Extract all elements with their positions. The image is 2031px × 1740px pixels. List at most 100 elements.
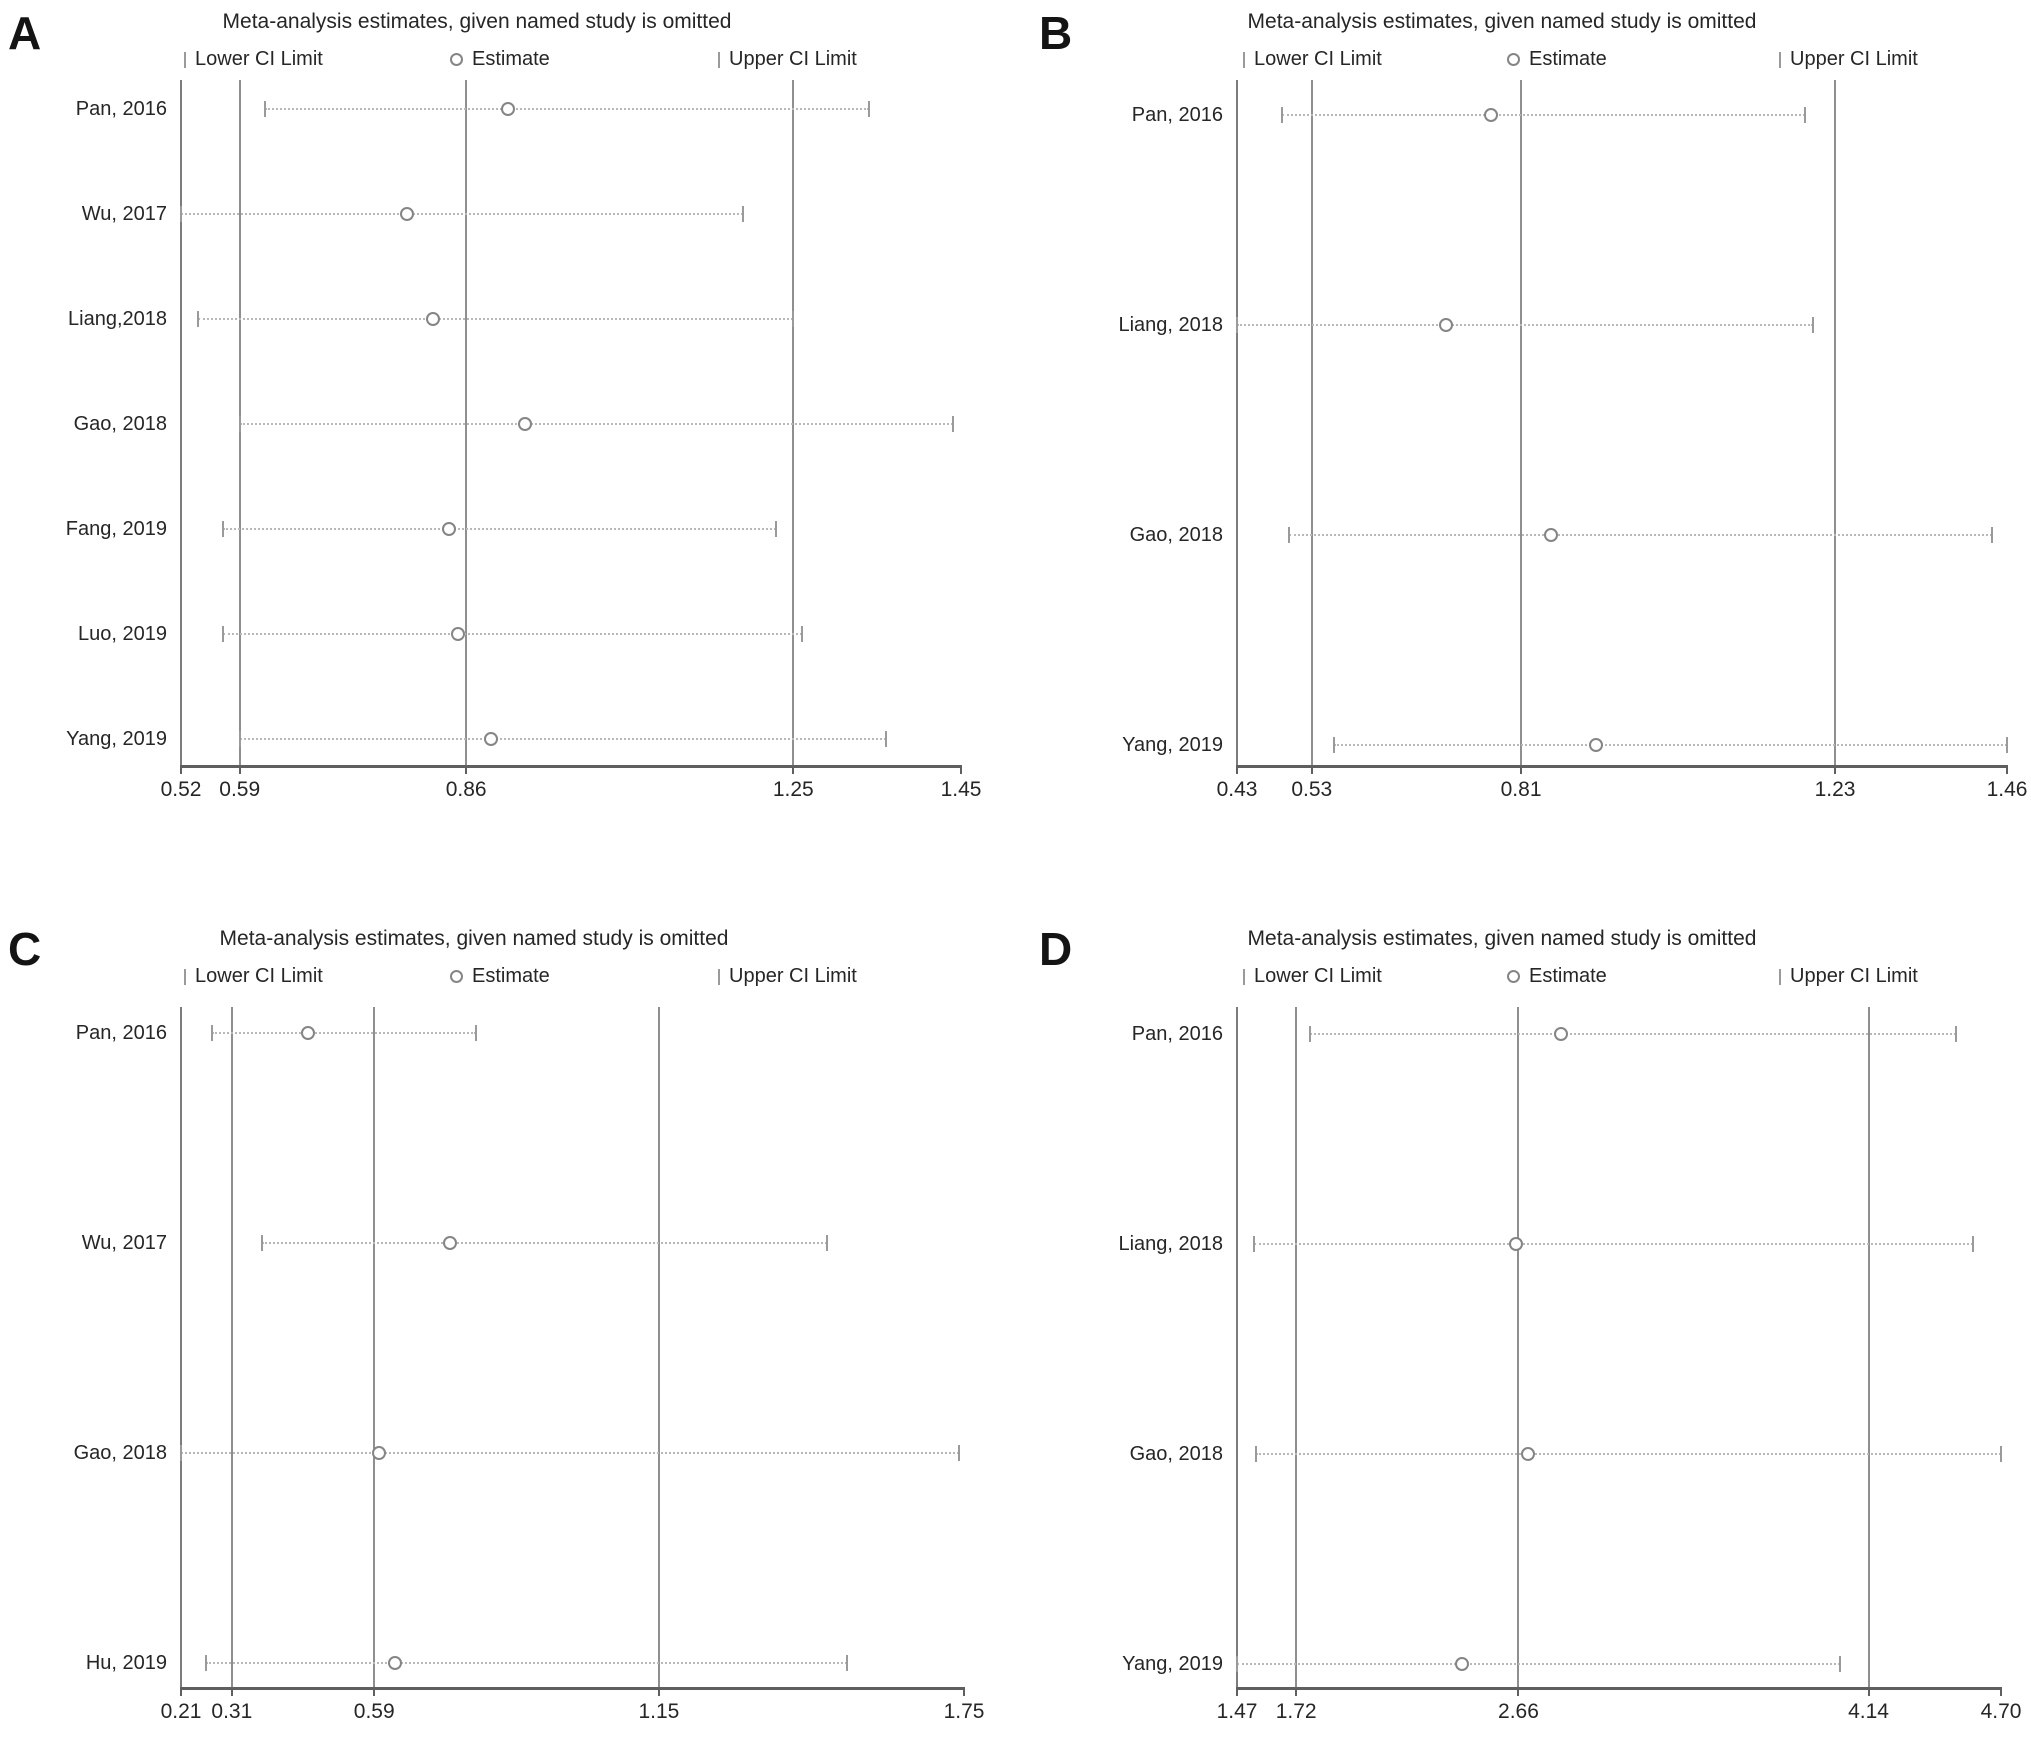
ci-lower-tick — [1254, 1446, 1257, 1462]
ci-lower-tick — [1288, 527, 1291, 543]
ci-interval-line — [239, 423, 953, 425]
legend-upper-ci: Upper CI Limit — [1779, 965, 1918, 988]
x-axis-baseline — [180, 765, 962, 768]
overall-ci-ref-line — [465, 80, 468, 765]
x-axis-tick-label: 1.75 — [943, 1700, 985, 1723]
ci-lower-tick — [210, 1025, 213, 1041]
study-label: Yang, 2019 — [1122, 1653, 1223, 1675]
overall-ci-ref-line — [230, 1007, 233, 1687]
x-axis-tick-label: 1.15 — [638, 1700, 680, 1723]
estimate-marker — [484, 732, 499, 746]
x-axis-tick — [465, 765, 468, 774]
legend-lower-ci: Lower CI Limit — [184, 48, 323, 71]
overall-ci-ref-line — [1520, 80, 1523, 765]
x-axis-tick — [180, 1687, 182, 1696]
overall-ci-ref-line — [1517, 1007, 1520, 1687]
lower-ci-tick-icon — [184, 51, 186, 68]
x-axis-tick — [1867, 1687, 1870, 1696]
overall-ci-ref-line — [1295, 1007, 1298, 1687]
plot-left-boundary-line — [1236, 1007, 1238, 1687]
plot-area: 0.43 0.53 0.81 1.23 1.46 Pan, 2016 Liang, 2018… — [1015, 0, 2031, 870]
plot-area: 0.21 0.31 0.59 1.15 1.75 Pan, 2016 Wu, 2017 Gao… — [0, 870, 1016, 1740]
overall-ci-ref-line — [1310, 80, 1313, 765]
estimate-marker — [1543, 528, 1558, 542]
estimate-marker — [400, 207, 415, 221]
ci-upper-tick — [1804, 107, 1807, 123]
ci-upper-tick — [825, 1235, 828, 1251]
study-label: Wu, 2017 — [81, 203, 167, 225]
x-axis-tick — [963, 1687, 965, 1696]
study-label: Pan, 2016 — [75, 98, 167, 120]
ci-upper-tick — [867, 101, 870, 117]
ci-interval-line — [222, 633, 802, 635]
ci-upper-tick — [1811, 317, 1814, 333]
x-axis-tick — [1520, 765, 1523, 774]
legend-upper-label: Upper CI Limit — [729, 965, 857, 987]
x-axis-tick — [1834, 765, 1837, 774]
x-axis-tick-label: 0.31 — [211, 1700, 253, 1723]
ci-upper-tick — [2006, 737, 2008, 753]
ci-upper-tick — [1839, 1656, 1842, 1672]
ci-interval-line — [1310, 1033, 1957, 1035]
study-label: Pan, 2016 — [1131, 104, 1223, 126]
x-axis-tick-label: 1.47 — [1216, 1700, 1258, 1723]
x-axis-tick — [230, 1687, 233, 1696]
x-axis-tick-label: 1.45 — [940, 778, 982, 801]
x-axis-tick-label: 0.43 — [1216, 778, 1258, 801]
ci-upper-tick — [1991, 527, 1994, 543]
x-axis-tick-label: 1.72 — [1275, 1700, 1317, 1723]
plot-area: 1.47 1.72 2.66 4.14 4.70 Pan, 2016 Liang, 2018… — [1015, 870, 2031, 1740]
x-axis-tick — [657, 1687, 660, 1696]
ci-interval-line — [222, 528, 777, 530]
study-label: Gao, 2018 — [73, 1442, 167, 1464]
ci-lower-tick — [263, 101, 266, 117]
ci-lower-tick — [1236, 1656, 1238, 1672]
ci-lower-tick — [1309, 1026, 1312, 1042]
estimate-marker — [517, 417, 532, 431]
x-axis-tick-label: 1.25 — [772, 778, 814, 801]
panel-title: Meta-analysis estimates, given named stu… — [219, 927, 729, 950]
ci-lower-tick — [180, 206, 182, 222]
estimate-marker — [501, 102, 516, 116]
x-axis-tick-label: 0.59 — [219, 778, 261, 801]
ci-interval-line — [181, 1452, 959, 1454]
study-label: Fang, 2019 — [65, 518, 167, 540]
legend-estimate: Estimate — [450, 48, 550, 71]
x-axis-tick-label: 2.66 — [1498, 1700, 1539, 1723]
estimate-marker — [1509, 1237, 1524, 1251]
panel-label-c: C — [8, 923, 42, 975]
study-label: Pan, 2016 — [75, 1022, 167, 1044]
ci-lower-tick — [205, 1655, 208, 1671]
x-axis-tick-label: 0.52 — [160, 778, 202, 801]
estimate-marker — [372, 1446, 387, 1460]
ci-upper-tick — [1971, 1236, 1974, 1252]
legend-estimate: Estimate — [1507, 48, 1607, 71]
ci-interval-line — [1253, 1243, 1973, 1245]
ci-interval-line — [262, 1242, 827, 1244]
ci-interval-line — [206, 1662, 848, 1664]
x-axis-tick — [238, 765, 241, 774]
panel-label-a: A — [8, 7, 42, 59]
x-axis-baseline — [1236, 765, 2008, 768]
panel-label-d: D — [1039, 923, 1073, 975]
estimate-marker — [301, 1026, 316, 1040]
legend-lower-ci: Lower CI Limit — [1243, 965, 1382, 988]
legend-lower-label: Lower CI Limit — [1254, 965, 1382, 987]
ci-interval-line — [197, 318, 794, 320]
study-label: Gao, 2018 — [1129, 524, 1223, 546]
ci-interval-line — [1255, 1453, 2001, 1455]
plot-left-boundary-line — [180, 1007, 182, 1687]
ci-interval-line — [1334, 744, 2007, 746]
x-axis-tick — [1295, 1687, 1298, 1696]
x-axis-tick — [373, 1687, 376, 1696]
overall-ci-ref-line — [1867, 1007, 1870, 1687]
legend-estimate: Estimate — [1507, 965, 1607, 988]
estimate-marker — [1520, 1447, 1535, 1461]
estimate-circle-icon — [1507, 53, 1520, 66]
ci-upper-tick — [2000, 1446, 2002, 1462]
study-label: Hu, 2019 — [85, 1652, 167, 1674]
panel-title: Meta-analysis estimates, given named stu… — [222, 10, 732, 33]
overall-ci-ref-line — [1834, 80, 1837, 765]
study-label: Liang, 2018 — [1118, 314, 1223, 336]
